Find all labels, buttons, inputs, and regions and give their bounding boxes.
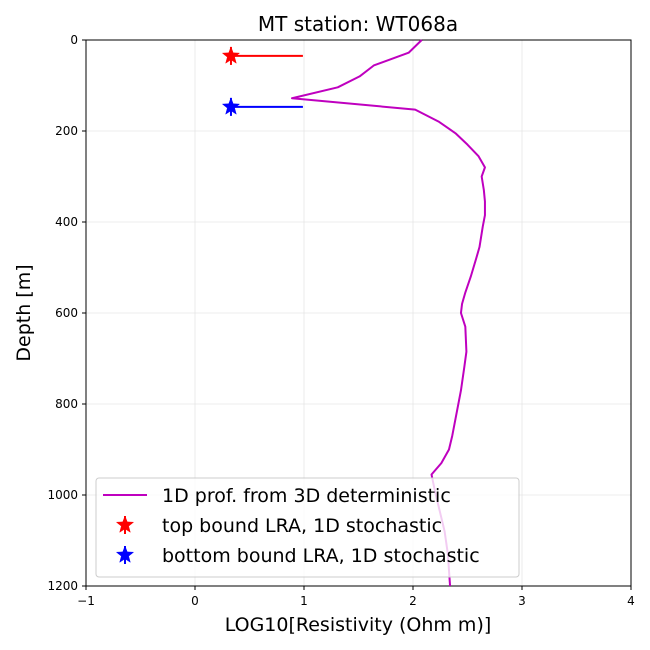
legend-marker-bottom [115,545,135,564]
x-axis-label: LOG10[Resistivity (Ohm m)] [225,614,492,636]
chart-title: MT station: WT068a [258,12,458,36]
y-tick-label: 200 [55,124,78,138]
bottom-bound-star-marker [221,97,241,115]
y-tick-label: 400 [55,215,78,229]
y-axis-label: Depth [m] [13,264,35,361]
x-tick-label: 1 [300,594,308,608]
legend-label-bottom-bound: bottom bound LRA, 1D stochastic [162,545,480,567]
y-tick-label: 800 [55,397,78,411]
top-bound-star-marker [221,46,241,64]
y-tick-label: 1000 [47,488,78,502]
x-tick-label: 3 [518,594,526,608]
grid [85,39,632,587]
x-tick-label: 0 [191,594,199,608]
series-line-deterministic [291,39,486,587]
x-tick-label: 4 [627,594,635,608]
axis-ticks: −1 0 1 2 3 4 0 200 400 600 800 1000 1200 [47,33,634,608]
legend-label-deterministic: 1D prof. from 3D deterministic [162,485,451,507]
legend-star-icon [115,545,135,563]
x-tick-label: −1 [77,594,95,608]
legend-star-icon [115,515,135,533]
series [221,39,486,587]
x-tick-label: 2 [409,594,417,608]
legend-marker-top [115,515,135,534]
legend: 1D prof. from 3D deterministic top bound… [95,477,520,578]
y-tick-label: 600 [55,306,78,320]
legend-box [95,477,520,578]
legend-label-top-bound: top bound LRA, 1D stochastic [162,515,442,537]
y-tick-label: 0 [70,33,78,47]
y-tick-label: 1200 [47,579,78,593]
